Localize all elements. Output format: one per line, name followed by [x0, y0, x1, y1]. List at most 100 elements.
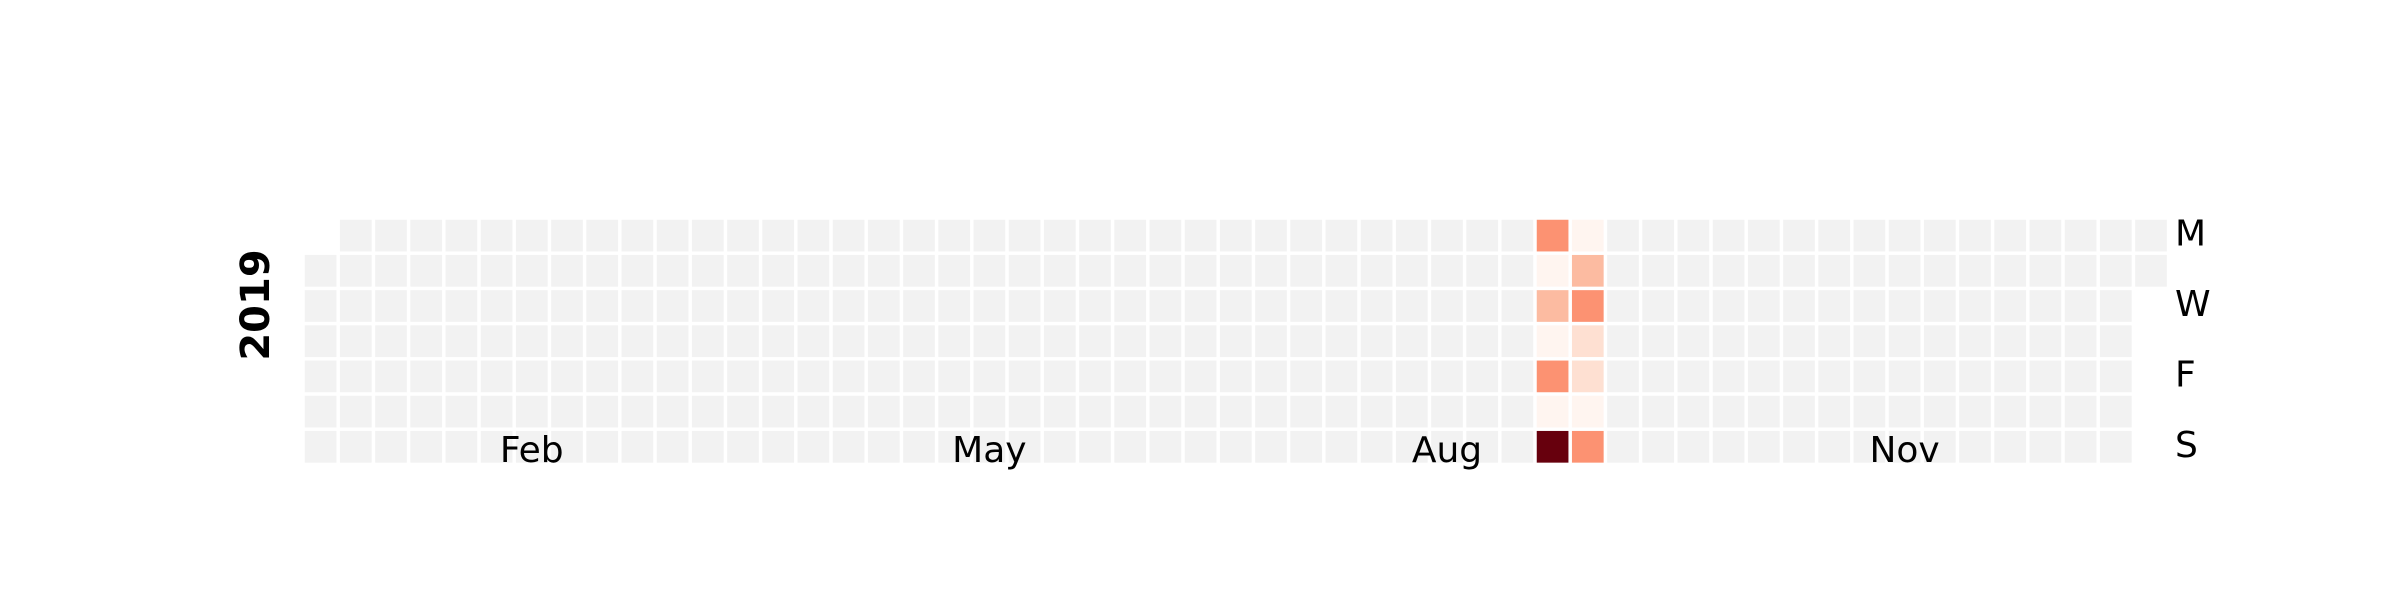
heatmap-cell	[1501, 430, 1534, 463]
heatmap-cell	[445, 395, 478, 428]
heatmap-cell	[691, 254, 724, 287]
heatmap-cell	[1818, 430, 1851, 463]
heatmap-cell	[1677, 395, 1710, 428]
heatmap-cell	[727, 325, 759, 358]
heatmap-cell	[1466, 254, 1499, 287]
heatmap-cell	[2064, 290, 2097, 322]
heatmap-cell	[1008, 325, 1041, 358]
heatmap-cell	[762, 290, 795, 322]
heatmap-cell	[1536, 325, 1569, 358]
heatmap-cell	[410, 325, 443, 358]
heatmap-cell	[1888, 360, 1921, 393]
heatmap-cell	[797, 290, 830, 322]
heatmap-cell	[1853, 395, 1886, 428]
heatmap-cell	[515, 219, 548, 252]
heatmap-cell	[903, 254, 935, 287]
heatmap-cell	[1466, 395, 1499, 428]
heatmap-cell	[375, 290, 407, 322]
heatmap-cell	[1536, 395, 1569, 428]
heatmap-cell	[1360, 395, 1393, 428]
heatmap-cell	[832, 430, 865, 463]
heatmap-cell	[1783, 325, 1815, 358]
heatmap-cell	[762, 325, 795, 358]
heatmap-cell	[339, 360, 372, 393]
heatmap-cell	[1853, 219, 1886, 252]
heatmap-cell	[1747, 325, 1780, 358]
heatmap-cell	[410, 290, 443, 322]
heatmap-cell	[1607, 430, 1639, 463]
heatmap-cell	[375, 219, 407, 252]
heatmap-cell	[1360, 219, 1393, 252]
heatmap-cell	[1290, 430, 1323, 463]
heatmap-cell	[1149, 290, 1182, 322]
heatmap-cell	[691, 290, 724, 322]
heatmap-cell	[1466, 219, 1499, 252]
heatmap-cell	[903, 395, 935, 428]
heatmap-cell	[1184, 219, 1217, 252]
heatmap-cell	[2064, 430, 2097, 463]
heatmap-cell	[1959, 290, 1991, 322]
heatmap-cell	[727, 290, 759, 322]
heatmap-cell	[1290, 395, 1323, 428]
heatmap-cell	[797, 395, 830, 428]
heatmap-cell	[762, 360, 795, 393]
heatmap-cell	[1923, 360, 1956, 393]
heatmap-cell	[762, 395, 795, 428]
heatmap-cell	[1395, 325, 1428, 358]
heatmap-cell	[1149, 430, 1182, 463]
heatmap-cell	[515, 290, 548, 322]
heatmap-cell	[1642, 430, 1675, 463]
heatmap-cell	[832, 325, 865, 358]
heatmap-cell	[2029, 325, 2062, 358]
heatmap-cell	[2099, 395, 2132, 428]
heatmap-cell	[1255, 360, 1287, 393]
heatmap-cell	[2029, 395, 2062, 428]
heatmap-cell	[867, 290, 900, 322]
heatmap-cell	[656, 254, 689, 287]
heatmap-cell	[1607, 254, 1639, 287]
heatmap-cell	[1008, 430, 1041, 463]
heatmap-cell	[2099, 360, 2132, 393]
heatmap-cell	[1290, 360, 1323, 393]
heatmap-cell	[445, 219, 478, 252]
heatmap-cell	[304, 290, 337, 322]
heatmap-cell	[1959, 219, 1991, 252]
heatmap-cell	[1114, 430, 1147, 463]
heatmap-cell	[1923, 395, 1956, 428]
heatmap-cell	[1255, 254, 1287, 287]
heatmap-cell	[832, 219, 865, 252]
heatmap-cell	[1290, 290, 1323, 322]
heatmap-cell	[410, 430, 443, 463]
heatmap-cell	[1431, 254, 1463, 287]
heatmap-cell	[1712, 219, 1745, 252]
heatmap-cell	[1043, 395, 1076, 428]
heatmap-cell	[1642, 254, 1675, 287]
heatmap-cell	[1149, 254, 1182, 287]
heatmap-cell	[1466, 325, 1499, 358]
heatmap-cell	[1325, 290, 1358, 322]
heatmap-cell	[1360, 325, 1393, 358]
heatmap-cell	[1853, 254, 1886, 287]
heatmap-cell	[1008, 360, 1041, 393]
heatmap-cell	[1994, 430, 2027, 463]
heatmap-cell	[1783, 395, 1815, 428]
heatmap-cell	[304, 325, 337, 358]
heatmap-cell	[727, 430, 759, 463]
heatmap-cell	[410, 360, 443, 393]
heatmap-cell	[2064, 360, 2097, 393]
heatmap-cell	[1677, 254, 1710, 287]
heatmap-cell	[1747, 290, 1780, 322]
heatmap-cell	[1923, 219, 1956, 252]
heatmap-cell	[973, 290, 1006, 322]
heatmap-cell	[1501, 254, 1534, 287]
heatmap-cell	[1818, 254, 1851, 287]
heatmap-cell	[938, 395, 971, 428]
heatmap-cell	[1747, 395, 1780, 428]
heatmap-cell	[762, 219, 795, 252]
heatmap-cell	[1677, 290, 1710, 322]
heatmap-cell	[515, 430, 548, 463]
heatmap-cell	[1395, 395, 1428, 428]
heatmap-cell	[797, 254, 830, 287]
heatmap-cell	[656, 360, 689, 393]
